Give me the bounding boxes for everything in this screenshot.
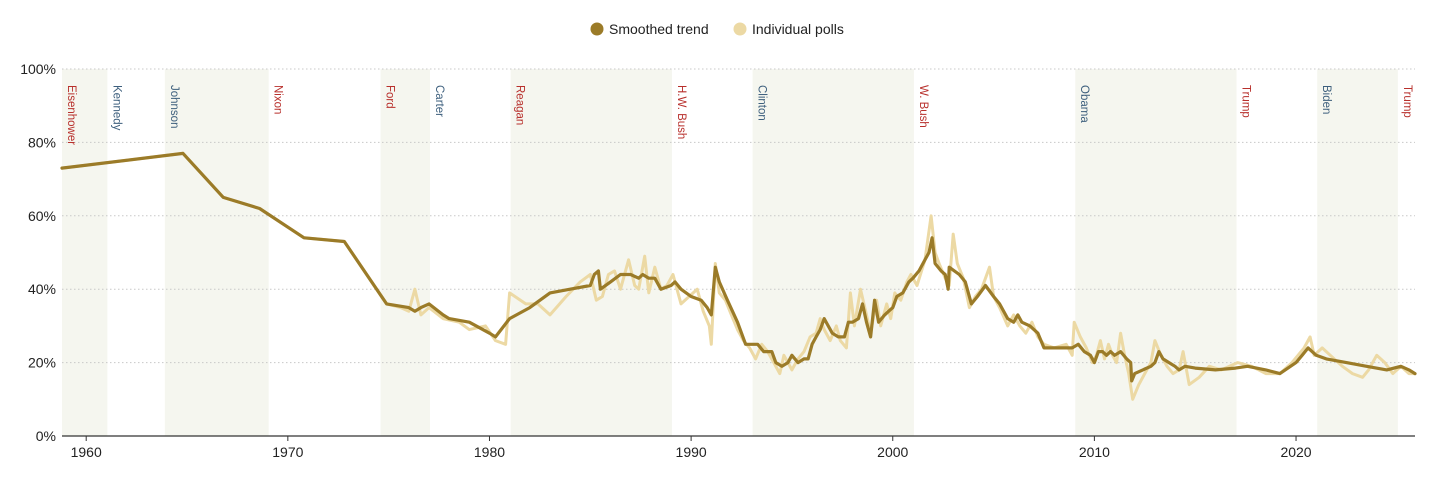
president-labels: Eisenhower Kennedy Johnson Nixon Ford Carter R…: [65, 85, 1413, 145]
y-axis-labels: 0% 20% 40% 60% 80% 100%: [20, 61, 56, 444]
president-band-0: [62, 69, 108, 436]
president-label: Kennedy: [110, 85, 122, 131]
president-band-2: [164, 69, 269, 436]
president-label: Carter: [433, 85, 445, 117]
president-label: Obama: [1078, 85, 1090, 123]
x-tick-label: 1980: [474, 444, 505, 460]
y-tick-label: 60%: [28, 208, 56, 224]
president-label: Trump: [1240, 85, 1252, 118]
legend-swatch-polls: [733, 22, 747, 36]
legend: Smoothed trend Individual polls: [590, 21, 844, 37]
series-line-smoothed: [60, 151, 1417, 383]
y-tick-label: 0%: [36, 428, 56, 444]
president-label: Clinton: [756, 85, 768, 121]
president-label: Biden: [1320, 85, 1332, 114]
x-tick-label: 2020: [1280, 444, 1311, 460]
gridlines: [62, 68, 1415, 364]
president-bands: [62, 69, 1398, 436]
series-lines: [60, 151, 1417, 401]
president-band-12: [1317, 69, 1398, 436]
president-label: Johnson: [168, 85, 180, 128]
x-tick-label: 2010: [1079, 444, 1110, 460]
president-band-8: [752, 69, 914, 436]
legend-swatch-smoothed: [590, 22, 604, 36]
x-tick-label: 2000: [877, 444, 908, 460]
president-band-10: [1075, 69, 1237, 436]
legend-label-smoothed: Smoothed trend: [609, 21, 709, 37]
president-label: Reagan: [514, 85, 526, 125]
x-tick-label: 1960: [71, 444, 102, 460]
y-tick-label: 20%: [28, 355, 56, 371]
president-label: Nixon: [272, 85, 284, 114]
legend-label-polls: Individual polls: [752, 21, 844, 37]
president-band-6: [510, 69, 672, 436]
x-axis: 1960 1970 1980 1990 2000 2010 2020: [62, 435, 1415, 460]
president-label: Eisenhower: [65, 85, 77, 145]
president-band-4: [380, 69, 430, 436]
y-tick-label: 100%: [20, 61, 56, 77]
president-label: Ford: [384, 85, 396, 109]
president-label: H.W. Bush: [675, 85, 687, 139]
president-label: W. Bush: [917, 85, 929, 128]
y-tick-label: 80%: [28, 134, 56, 150]
x-tick-label: 1970: [272, 444, 303, 460]
y-tick-label: 40%: [28, 281, 56, 297]
x-tick-label: 1990: [676, 444, 707, 460]
president-label: Trump: [1401, 85, 1413, 118]
